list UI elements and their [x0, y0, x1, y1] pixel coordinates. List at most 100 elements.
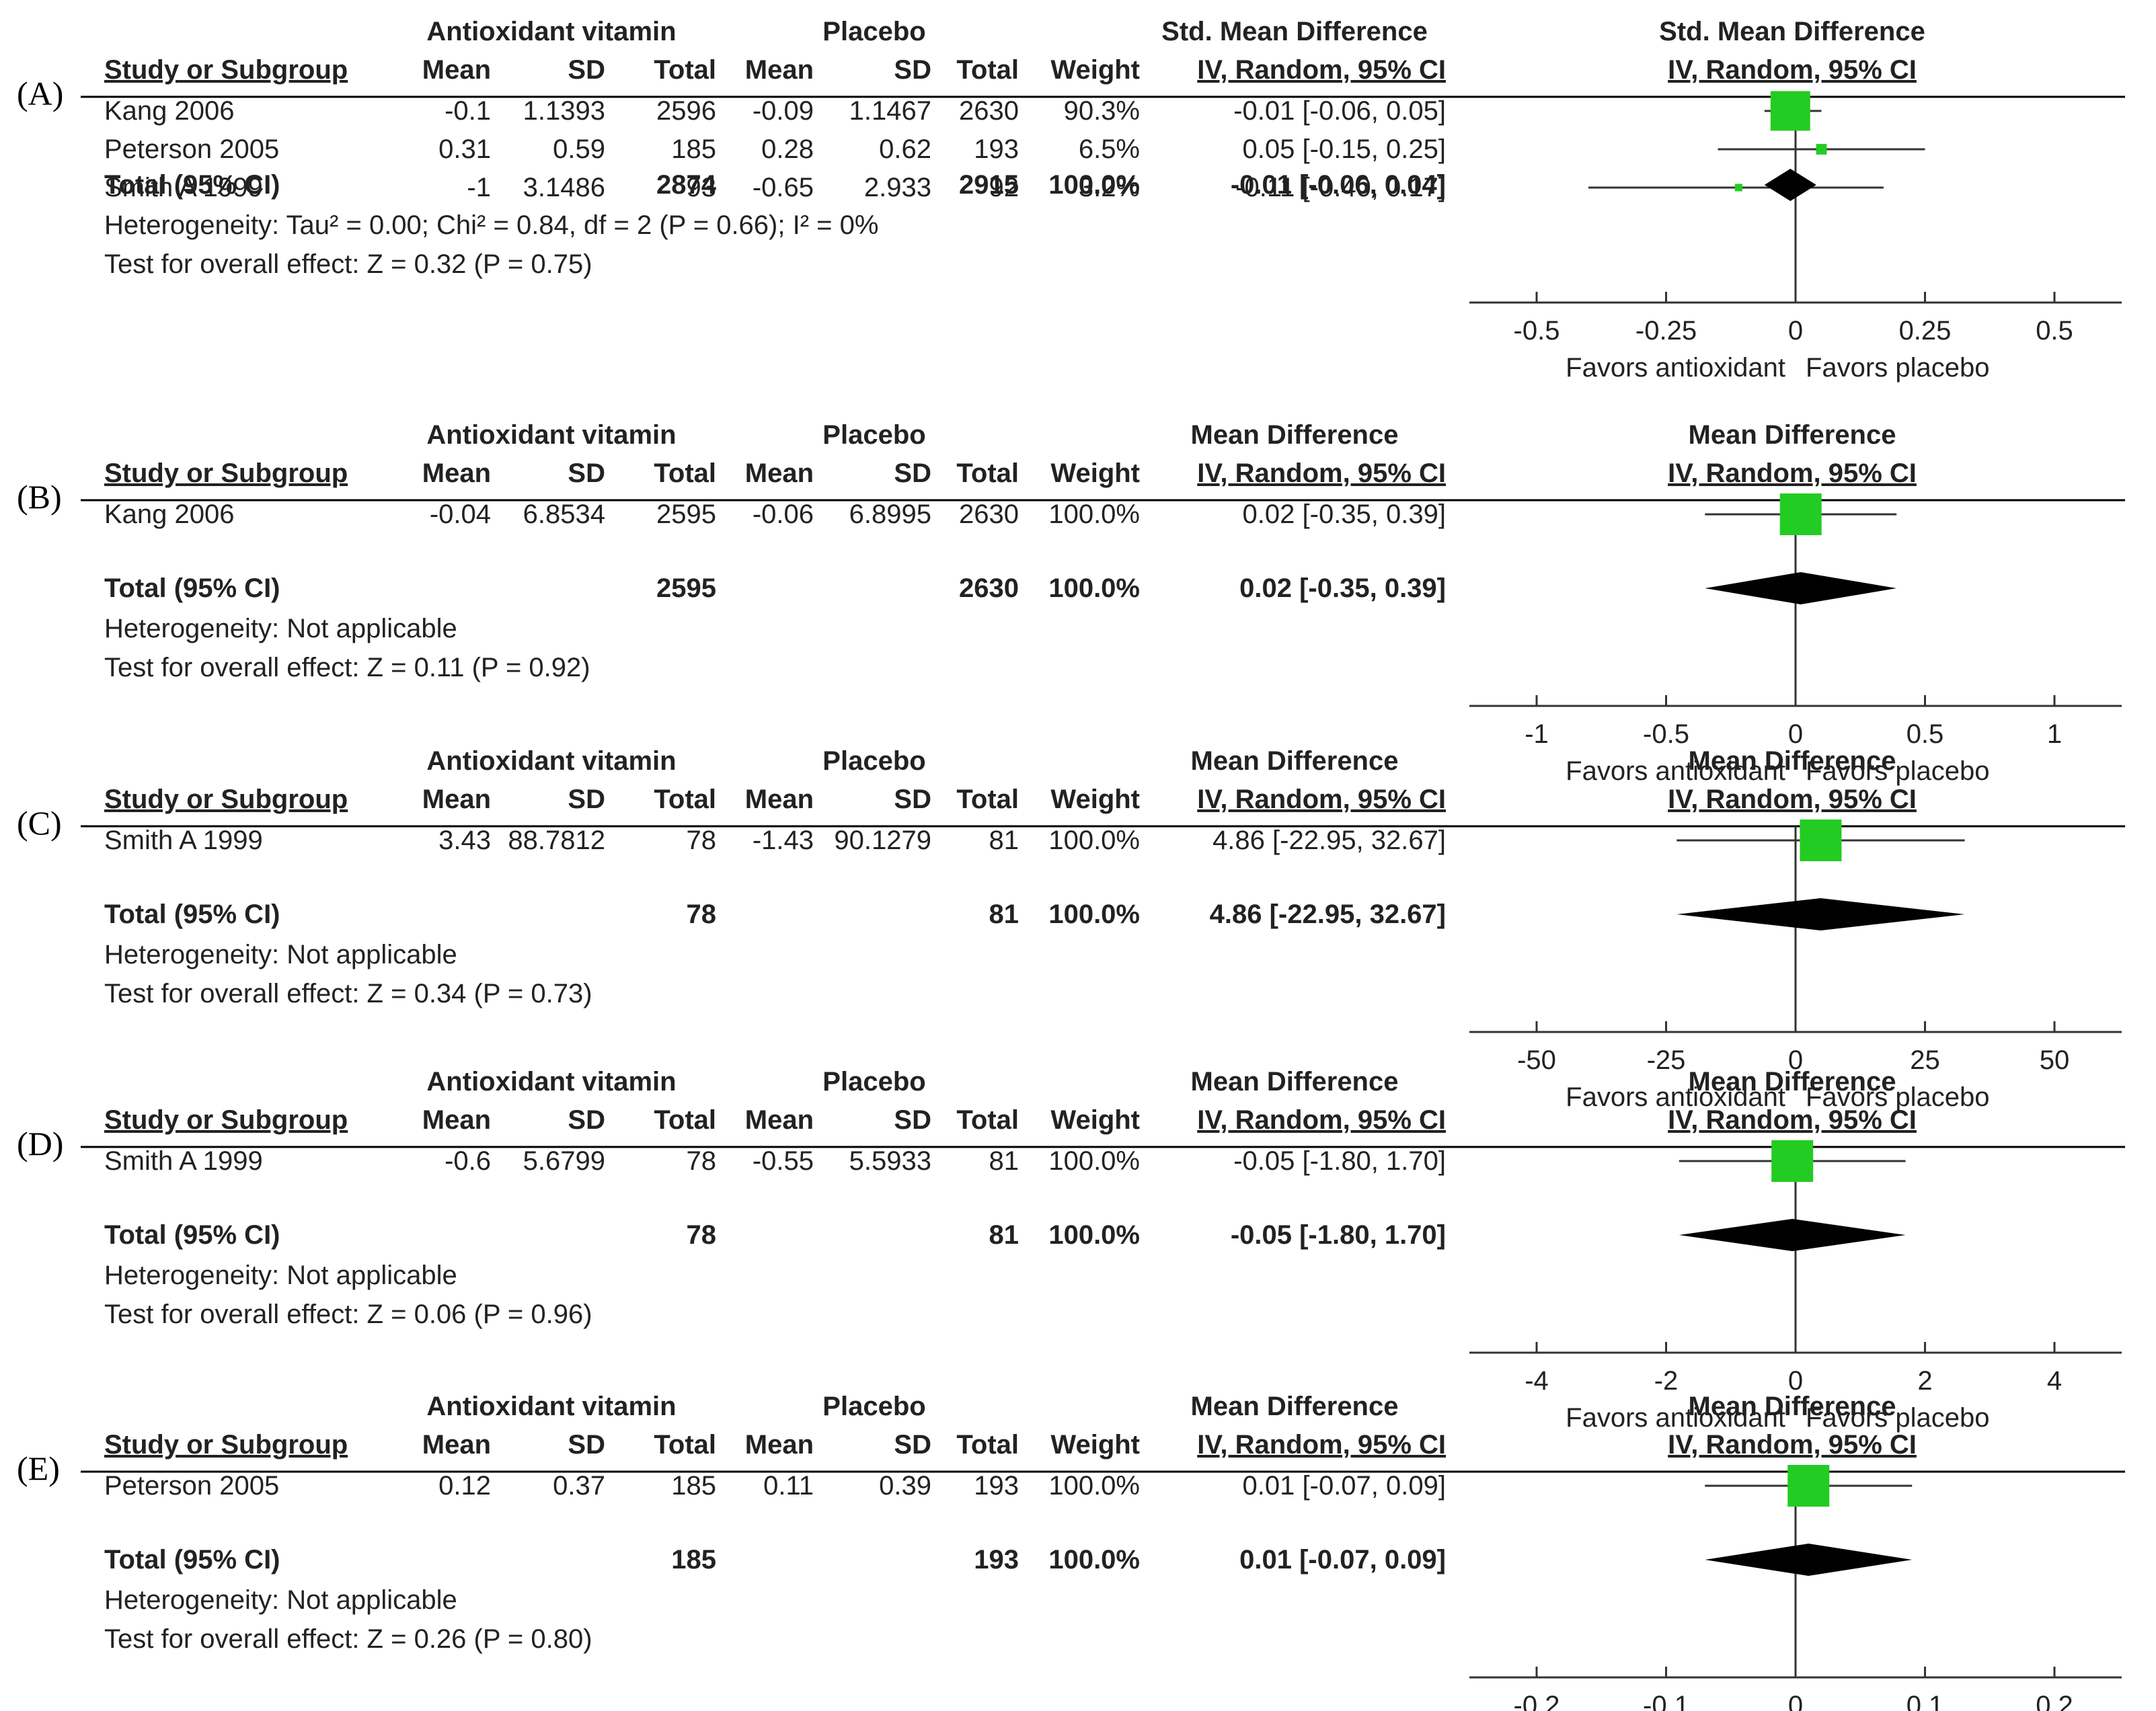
favors-right-label: Favors placebo [1806, 1403, 1989, 1433]
treatment-total: 2595 [656, 500, 716, 529]
treatment-sd: 5.6799 [523, 1146, 605, 1176]
weight-header: Weight [1050, 1105, 1140, 1135]
treatment-group-header: Antioxidant vitamin [426, 1067, 676, 1097]
treatment-sd: 3.1486 [523, 173, 605, 202]
control-mean: -0.09 [753, 96, 814, 126]
favors-right-label: Favors placebo [1806, 1082, 1989, 1112]
treatment-total: 93 [687, 173, 717, 202]
study-name: Kang 2006 [104, 96, 235, 126]
heterogeneity-text: Heterogeneity: Not applicable [104, 614, 457, 643]
total-effect-ci: -0.01 [-0.06, 0.04] [1231, 170, 1446, 200]
pooled-effect-diamond [1705, 1544, 1913, 1576]
study-effect-marker [1816, 144, 1827, 155]
control-sd: 90.1279 [834, 826, 931, 855]
control-mean: -0.65 [753, 173, 814, 202]
control-mean-header: Mean [745, 55, 814, 85]
favors-left-label: Favors antioxidant [1566, 756, 1785, 786]
control-sd-header: SD [894, 785, 931, 814]
treatment-total-header: Total [654, 459, 716, 488]
treatment-mean: -0.04 [430, 500, 491, 529]
treatment-total-header: Total [654, 1430, 716, 1460]
pooled-effect-diamond [1705, 572, 1897, 604]
heterogeneity-text: Heterogeneity: Not applicable [104, 1585, 457, 1615]
x-tick-label: -25 [1647, 1045, 1686, 1075]
method-header: IV, Random, 95% CI [1197, 1430, 1446, 1460]
total-weight: 100.0% [1048, 900, 1140, 929]
control-group-header: Placebo [822, 1392, 925, 1421]
treatment-mean: -1 [467, 173, 491, 202]
favors-left-label: Favors antioxidant [1566, 1403, 1785, 1433]
x-tick-label: 0.2 [2036, 1691, 2073, 1711]
treatment-total-header: Total [654, 55, 716, 85]
study-effect-ci: 4.86 [-22.95, 32.67] [1212, 826, 1446, 855]
total-label: Total (95% CI) [104, 1220, 280, 1250]
treatment-mean: 3.43 [438, 826, 491, 855]
control-mean-header: Mean [745, 1430, 814, 1460]
x-tick-label: 0 [1788, 1366, 1803, 1396]
treatment-sd-header: SD [568, 1105, 605, 1135]
effect-measure-header: Mean Difference [1191, 1067, 1399, 1097]
study-effect-marker [1779, 493, 1822, 535]
favors-left-label: Favors antioxidant [1566, 1082, 1785, 1112]
control-group-header: Placebo [822, 746, 925, 776]
treatment-sd-header: SD [568, 1430, 605, 1460]
treatment-group-header: Antioxidant vitamin [426, 1392, 676, 1421]
panel-label: (E) [17, 1449, 60, 1487]
treatment-total: 185 [671, 1471, 716, 1501]
control-sd-header: SD [894, 1430, 931, 1460]
x-tick-label: -0.1 [1643, 1691, 1689, 1711]
treatment-sd: 6.8534 [523, 500, 605, 529]
treatment-mean: -0.1 [445, 96, 491, 126]
control-mean: -0.06 [753, 500, 814, 529]
control-total: 92 [989, 173, 1019, 202]
forest-panel-c: Antioxidant vitamin Placebo Mean Differenc… [17, 746, 2125, 1112]
control-sd: 1.1467 [849, 96, 931, 126]
panel-label: (D) [17, 1125, 63, 1162]
control-mean: -1.43 [753, 826, 814, 855]
control-sd: 6.8995 [849, 500, 931, 529]
total-weight: 100.0% [1048, 1220, 1140, 1250]
treatment-mean: 0.12 [438, 1471, 491, 1501]
study-name: Peterson 2005 [104, 1471, 279, 1501]
study-effect-ci: -0.11 [-0.40, 0.17] [1235, 173, 1446, 202]
forest-panel-d: Antioxidant vitamin Placebo Mean Differenc… [17, 1067, 2125, 1433]
heterogeneity-text: Heterogeneity: Tau² = 0.00; Chi² = 0.84,… [104, 210, 878, 240]
study-effect-ci: 0.01 [-0.07, 0.09] [1243, 1471, 1446, 1501]
study-column-header: Study or Subgroup [104, 785, 348, 814]
study-column-header: Study or Subgroup [104, 1105, 348, 1135]
study-column-header: Study or Subgroup [104, 1430, 348, 1460]
total-treatment-n: 78 [687, 1220, 717, 1250]
x-tick-label: -50 [1517, 1045, 1556, 1075]
treatment-sd: 0.37 [553, 1471, 605, 1501]
panel-label: (A) [17, 75, 63, 112]
control-mean-header: Mean [745, 785, 814, 814]
study-effect-ci: -0.05 [-1.80, 1.70] [1233, 1146, 1446, 1176]
control-sd: 2.933 [864, 173, 931, 202]
heterogeneity-text: Heterogeneity: Not applicable [104, 1261, 457, 1290]
control-mean: -0.55 [753, 1146, 814, 1176]
treatment-mean-header: Mean [422, 459, 491, 488]
control-total: 193 [974, 1471, 1019, 1501]
study-effect-marker [1771, 1140, 1814, 1182]
x-tick-label: 0 [1788, 316, 1803, 346]
overall-effect-text: Test for overall effect: Z = 0.11 (P = 0… [104, 653, 590, 682]
total-effect-ci: 0.02 [-0.35, 0.39] [1239, 573, 1446, 603]
control-mean: 0.11 [763, 1471, 814, 1501]
treatment-mean-header: Mean [422, 1105, 491, 1135]
forest-panel-a: Antioxidant vitamin Placebo Std. Mean Diff… [17, 17, 2125, 383]
plot-method-header: IV, Random, 95% CI [1668, 459, 1917, 488]
treatment-mean-header: Mean [422, 1430, 491, 1460]
pooled-effect-diamond [1764, 169, 1816, 201]
plot-method-header: IV, Random, 95% CI [1668, 55, 1917, 85]
effect-measure-header: Mean Difference [1191, 420, 1399, 450]
x-tick-label: -1 [1525, 719, 1549, 749]
control-sd-header: SD [894, 1105, 931, 1135]
forest-panel-b: Antioxidant vitamin Placebo Mean Differenc… [17, 420, 2125, 786]
method-header: IV, Random, 95% CI [1197, 1105, 1446, 1135]
method-header: IV, Random, 95% CI [1197, 55, 1446, 85]
treatment-group-header: Antioxidant vitamin [426, 420, 676, 450]
control-total: 2630 [959, 500, 1019, 529]
x-tick-label: 1 [2047, 719, 2062, 749]
plot-method-header: IV, Random, 95% CI [1668, 785, 1917, 814]
